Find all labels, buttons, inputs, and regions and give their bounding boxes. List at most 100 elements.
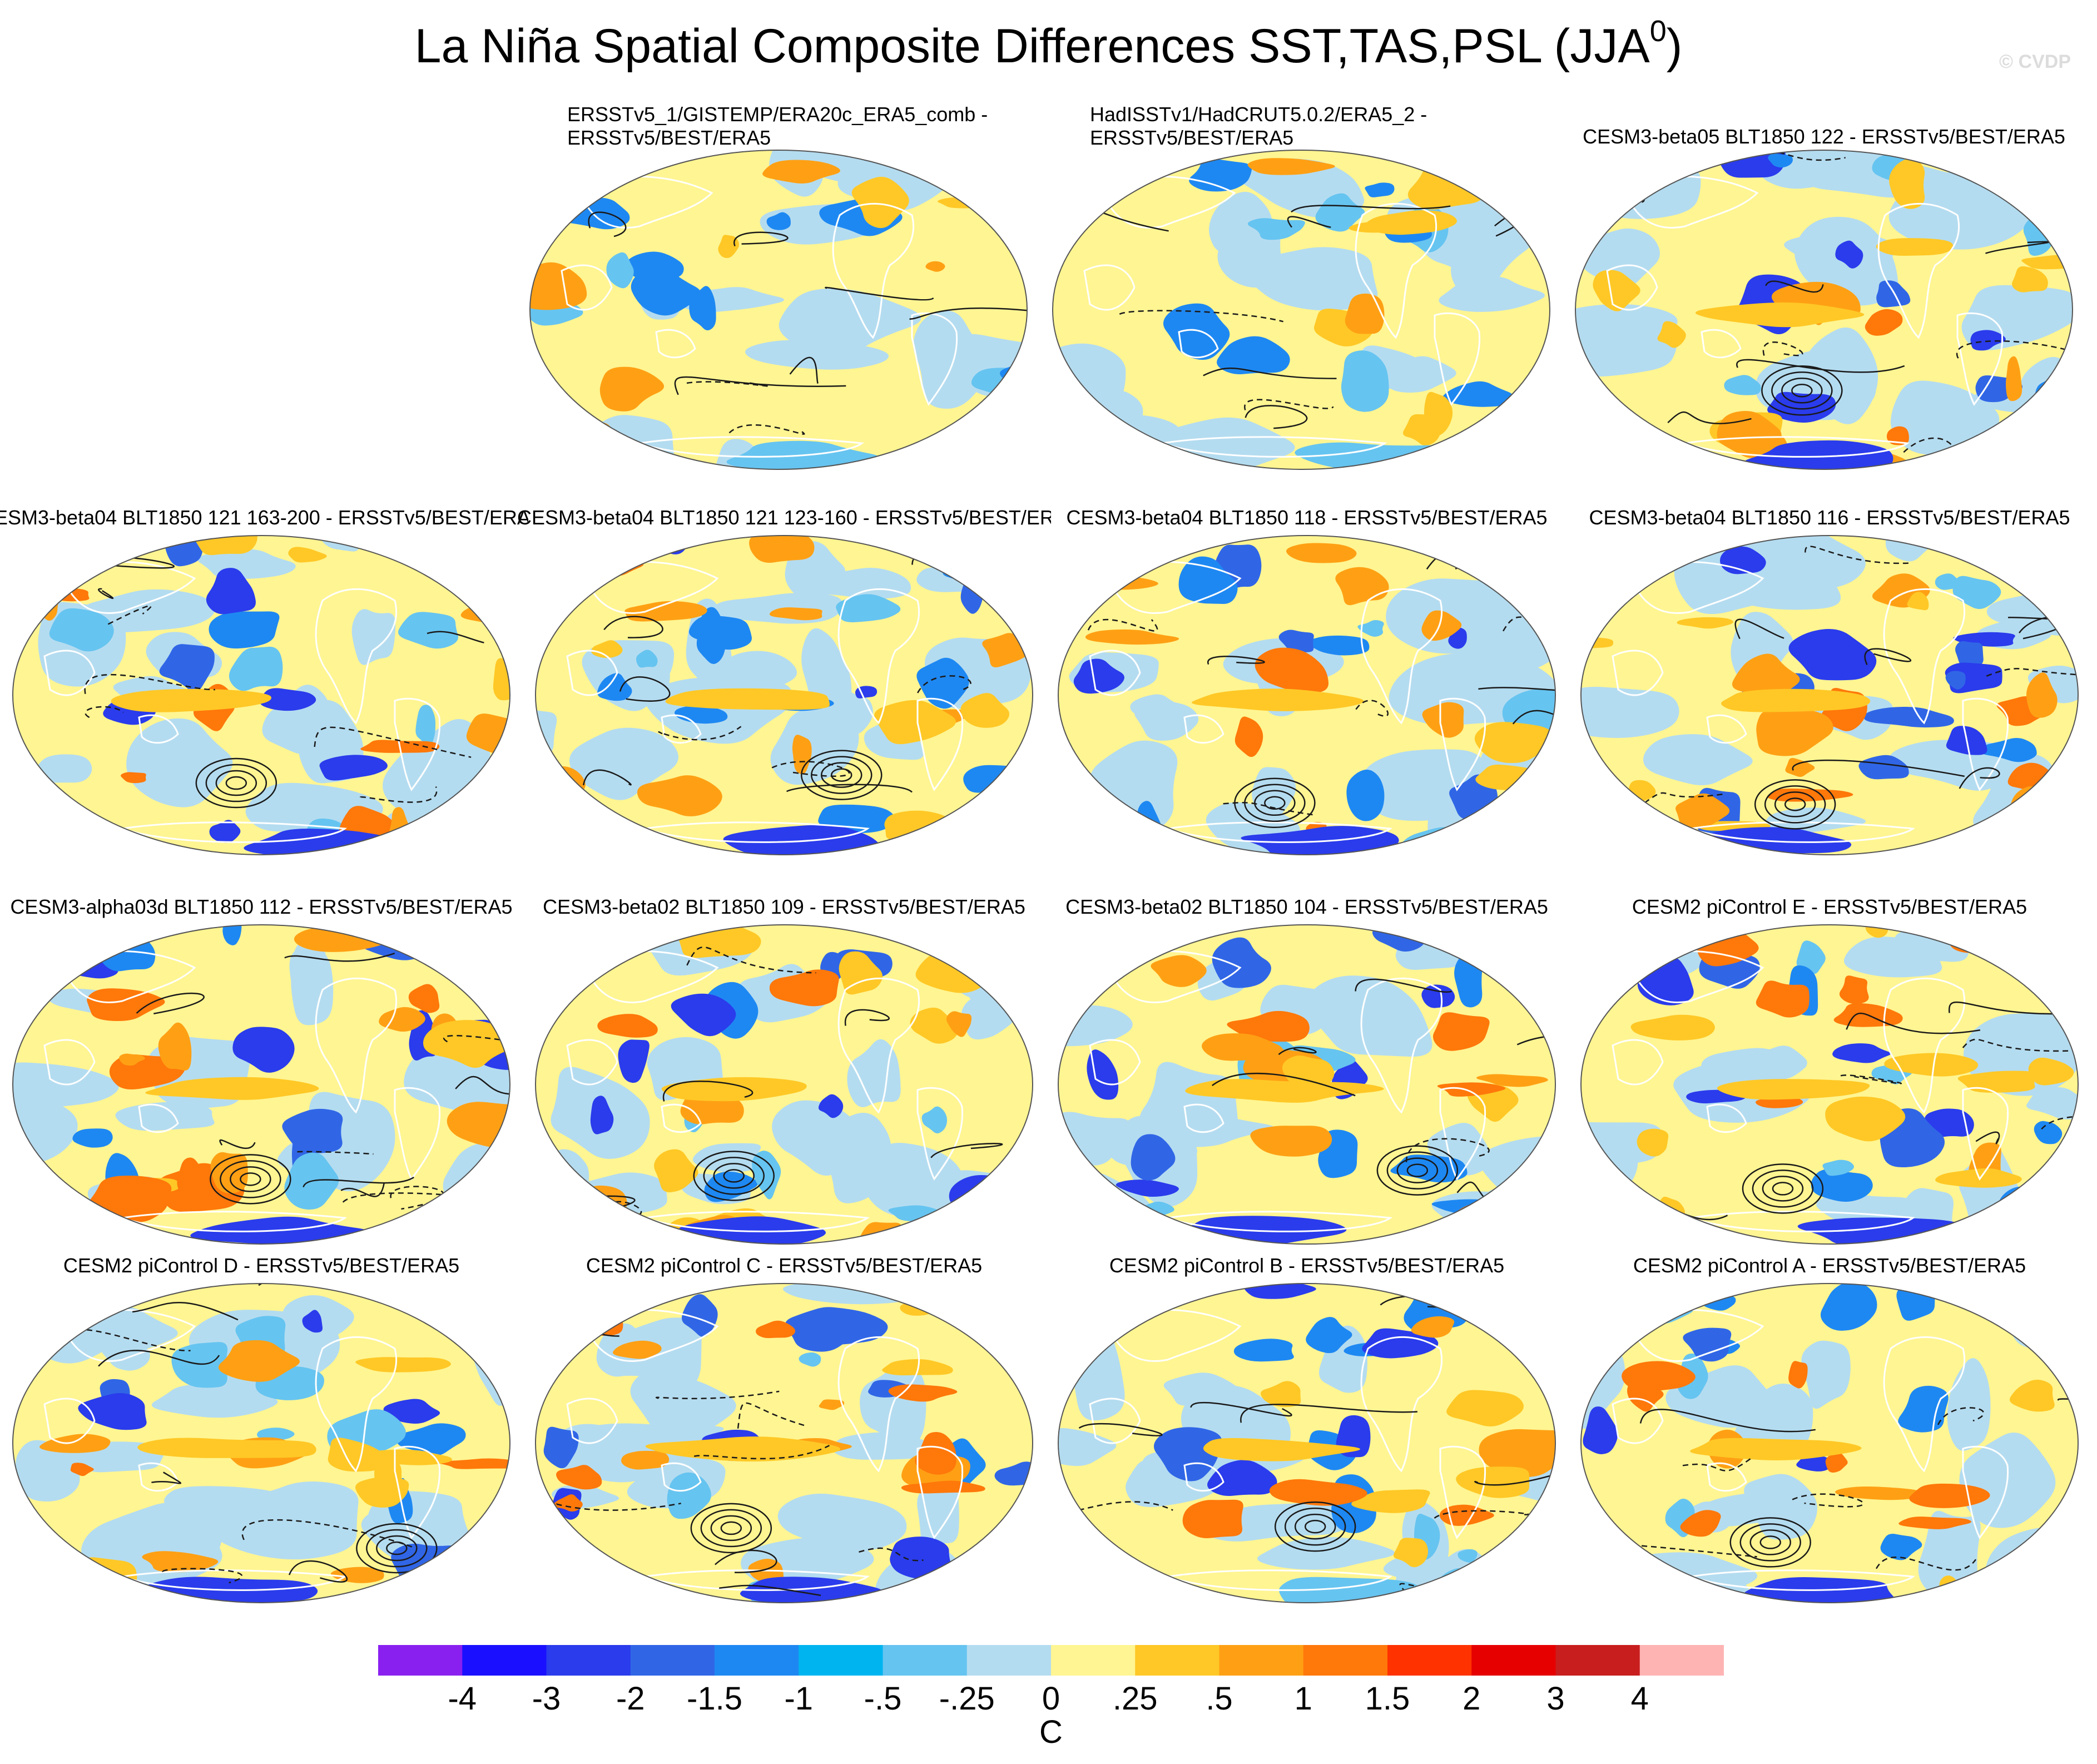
coastline (1434, 312, 1481, 406)
warm-anomaly-patch (121, 772, 146, 784)
panel-title: CESM3-beta05 BLT1850 122 - ERSSTv5/BEST/… (1583, 125, 2065, 148)
colorbar-tick-label: 1 (1294, 1681, 1312, 1717)
cool-anomaly-patch (590, 1096, 614, 1134)
psl-contour (686, 381, 769, 387)
cool-anomaly-patch (766, 212, 791, 230)
coastline (122, 1211, 347, 1232)
psl-contour (1512, 710, 1555, 726)
cool-anomaly-patch (1796, 1454, 1833, 1471)
panel-title: CESM3-beta04 BLT1850 116 - ERSSTv5/BEST/… (1589, 506, 2070, 529)
psl-contour (1399, 1583, 1486, 1598)
panel-title: CESM3-beta02 BLT1850 104 - ERSSTv5/BEST/… (1065, 895, 1548, 918)
psl-contour (1434, 1510, 1530, 1519)
psl-contour (1781, 378, 1823, 404)
warm-anomaly-patch (1012, 366, 1027, 414)
warm-anomaly-patch (119, 1053, 145, 1066)
cool-anomaly-patch (1822, 1160, 1854, 1176)
cool-anomaly-patch (1505, 420, 1550, 450)
psl-contour (84, 673, 215, 694)
warm-anomaly-patch (459, 821, 485, 855)
psl-contour (1291, 205, 1451, 213)
warm-anomaly-patch (1584, 1289, 1664, 1324)
psl-contour (1962, 1038, 2078, 1052)
coastline (837, 977, 920, 1114)
map-boundary (535, 924, 1033, 1245)
warm-anomaly-patch (218, 1340, 300, 1382)
psl-contour (1087, 618, 1158, 632)
coastline (394, 1087, 441, 1181)
cool-anomaly-patch (1843, 936, 1942, 978)
warm-anomaly-patch (1593, 270, 1640, 311)
psl-contour (728, 424, 805, 435)
colorbar-swatch (1555, 1645, 1640, 1676)
psl-contour (85, 706, 124, 719)
warm-anomaly-patch (1085, 629, 1179, 645)
cool-anomaly-patch (1970, 330, 2006, 351)
psl-contour (2063, 1217, 2078, 1228)
cool-anomaly-patch (954, 1557, 1033, 1603)
warm-anomaly-patch (466, 713, 510, 754)
warm-anomaly-patch (884, 810, 953, 841)
coastline (655, 329, 696, 359)
psl-contour (1012, 1193, 1033, 1211)
cool-anomaly-patch (1980, 737, 2037, 762)
psl-contour (1406, 1163, 1429, 1177)
cool-anomaly-patch (1643, 734, 1753, 786)
cool-anomaly-patch (1820, 1284, 1877, 1331)
cool-anomaly-patch (537, 822, 606, 855)
coastline (138, 714, 179, 744)
warm-anomaly-patch (960, 693, 1010, 728)
psl-contour (1536, 952, 1555, 986)
coastline (1684, 436, 1910, 458)
warm-anomaly-patch (355, 1476, 409, 1508)
map-panel: CESM3-alpha03d BLT1850 112 - ERSSTv5/BES… (10, 895, 513, 1285)
panel-title: CESM3-alpha03d BLT1850 112 - ERSSTv5/BES… (10, 895, 513, 918)
psl-contour (1503, 616, 1555, 634)
warm-anomaly-patch (87, 988, 165, 1022)
equatorial-warm-band (1203, 1438, 1360, 1461)
warm-anomaly-patch (1235, 716, 1263, 757)
psl-contour (551, 1208, 606, 1216)
cool-anomaly-patch (1591, 152, 1612, 189)
cool-anomaly-patch (1674, 536, 1828, 615)
warm-anomaly-patch (769, 607, 822, 621)
psl-contour (1234, 777, 1316, 829)
psl-contour (658, 726, 742, 741)
warm-anomaly-patch (1513, 1292, 1555, 1341)
warm-anomaly-patch (2027, 1284, 2078, 1319)
coastline (1083, 264, 1136, 311)
psl-contour (195, 757, 277, 809)
warm-anomaly-patch (1479, 1429, 1555, 1477)
warm-anomaly-patch (2026, 672, 2058, 718)
warm-anomaly-patch (1058, 1182, 1102, 1222)
coastline (315, 588, 398, 725)
psl-contour (1287, 216, 1331, 228)
cool-anomaly-patch (383, 1399, 440, 1424)
equatorial-warm-band (1185, 1079, 1384, 1103)
cool-anomaly-patch (682, 1294, 718, 1337)
global-anomaly-map (12, 1283, 510, 1603)
cool-anomaly-patch (257, 1428, 295, 1441)
psl-contour (1765, 280, 1824, 293)
warm-anomaly-patch (1182, 1499, 1243, 1539)
colorbar-swatch (378, 1645, 463, 1676)
warm-anomaly-patch (556, 1465, 602, 1490)
cool-anomaly-patch (1658, 1300, 1692, 1312)
psl-contour (1736, 359, 1905, 373)
global-anomaly-map (1058, 924, 1556, 1245)
equatorial-warm-band (665, 688, 830, 710)
psl-contour (1762, 1176, 1804, 1202)
warm-anomaly-patch (1657, 321, 1686, 348)
colorbar-swatch (1387, 1645, 1472, 1676)
psl-contour (690, 1503, 772, 1554)
cool-anomaly-patch (1417, 655, 1527, 693)
warm-anomaly-patch (1442, 447, 1485, 469)
map-boundary (12, 535, 510, 855)
cool-anomaly-patch (1876, 280, 1911, 308)
cool-anomaly-patch (13, 1174, 62, 1244)
panel-title: CESM3-beta04 BLT1850 121 123-160 - ERSST… (517, 506, 1051, 529)
warm-anomaly-patch (328, 1438, 386, 1472)
cool-anomaly-patch (351, 609, 396, 665)
panel-title: CESM2 piControl E - ERSSTv5/BEST/ERA5 (1632, 895, 2027, 918)
map-panel: CESM2 piControl A - ERSSTv5/BEST/ERA5 (1579, 1254, 2080, 1643)
